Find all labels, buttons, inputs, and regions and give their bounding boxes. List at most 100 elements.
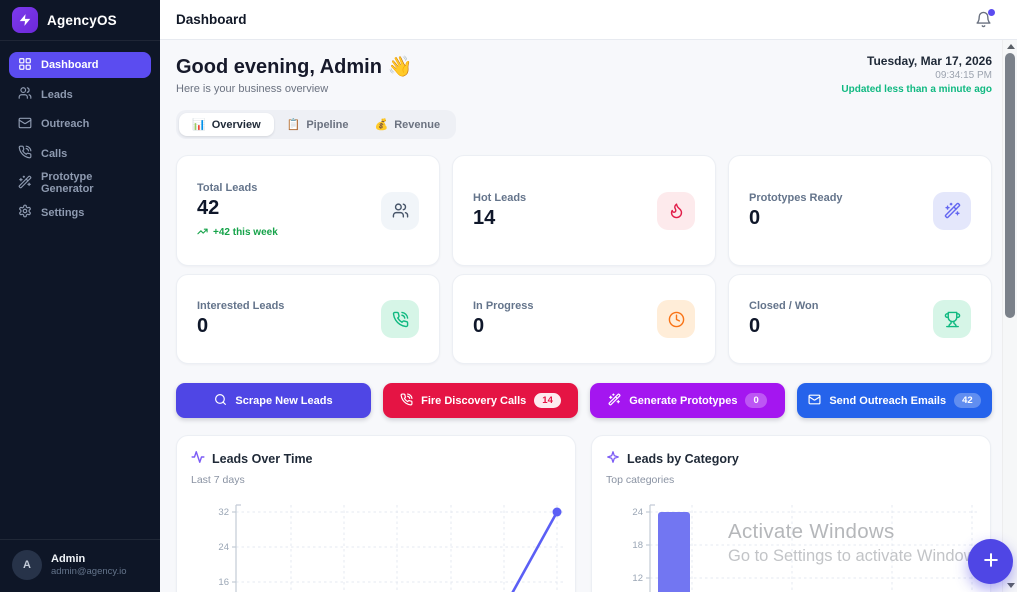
leads-over-time-card: Leads Over Time Last 7 days 32 24 16 [176, 435, 576, 592]
view-tabs: 📊 Overview 📋 Pipeline 💰 Revenue [176, 110, 457, 139]
sidebar-item-prototype-generator[interactable]: Prototype Generator [9, 170, 151, 196]
action-label: Scrape New Leads [235, 394, 333, 407]
stat-value: 0 [749, 315, 761, 337]
stat-card-total-leads: Total Leads 42 +42 this week [176, 155, 440, 266]
user-email: admin@agency.io [51, 566, 127, 577]
tab-revenue[interactable]: 💰 Revenue [362, 113, 454, 136]
sidebar-item-outreach[interactable]: Outreach [9, 111, 151, 137]
sidebar-item-dashboard[interactable]: Dashboard [9, 52, 151, 78]
stat-card-in-progress: In Progress 0 [452, 274, 716, 364]
stat-label: In Progress [473, 300, 534, 312]
leads-by-category-chart: 24 18 12 [632, 504, 978, 592]
stat-label: Hot Leads [473, 191, 527, 204]
phone-icon [18, 145, 32, 162]
action-label: Fire Discovery Calls [421, 394, 527, 407]
vertical-scrollbar[interactable] [1002, 40, 1017, 592]
flame-icon [657, 191, 695, 230]
user-name: Admin [51, 553, 86, 565]
users-icon [18, 86, 32, 103]
action-badge: 42 [954, 393, 981, 408]
stat-trend: +42 this week [197, 226, 278, 240]
tab-pipeline[interactable]: 📋 Pipeline [274, 113, 362, 136]
top-header: Dashboard [160, 0, 1017, 40]
revenue-tab-icon: 💰 [374, 119, 389, 131]
stat-value: 0 [749, 206, 761, 229]
clock-icon [657, 300, 695, 338]
scroll-up-arrow-icon[interactable] [1006, 44, 1015, 49]
leads-over-time-chart: 32 24 16 [218, 504, 563, 592]
chart-title: Leads Over Time [212, 451, 313, 466]
avatar: A [12, 550, 42, 580]
svg-text:12: 12 [632, 573, 643, 584]
stat-label: Interested Leads [197, 300, 285, 312]
action-label: Generate Prototypes [629, 394, 738, 407]
wand-icon [608, 392, 621, 409]
svg-text:24: 24 [632, 507, 643, 518]
scrollbar-thumb[interactable] [1005, 53, 1015, 318]
svg-text:16: 16 [218, 577, 229, 588]
stat-value: 42 [197, 196, 220, 219]
gear-icon [18, 204, 32, 221]
stat-card-prototypes-ready: Prototypes Ready 0 [728, 155, 992, 266]
notification-dot [988, 8, 995, 16]
sidebar-item-settings[interactable]: Settings [9, 200, 151, 226]
sidebar-item-label: Dashboard [41, 59, 99, 71]
stats-grid: Total Leads 42 +42 this week Hot Leads 14… [176, 155, 992, 364]
trend-up-icon [197, 226, 208, 240]
quick-actions: Scrape New Leads Fire Discovery Calls 14 Ge… [176, 383, 992, 418]
stat-label: Closed / Won [749, 300, 819, 312]
page-title: Dashboard [176, 12, 247, 27]
svg-text:32: 32 [218, 507, 229, 518]
bolt-icon [12, 7, 38, 33]
phone-icon [400, 392, 413, 409]
stat-value: 0 [473, 315, 485, 337]
search-icon [214, 393, 227, 409]
notifications-bell-icon[interactable] [975, 8, 995, 29]
trophy-icon [933, 300, 971, 338]
mail-icon [808, 393, 821, 409]
svg-text:24: 24 [218, 542, 229, 553]
stat-label: Prototypes Ready [749, 191, 843, 204]
scroll-down-arrow-icon[interactable] [1006, 583, 1015, 588]
user-profile[interactable]: A Admin admin@agency.io [0, 539, 160, 592]
plus-icon [981, 550, 1001, 573]
action-badge: 14 [534, 393, 561, 408]
add-fab-button[interactable] [968, 539, 1013, 584]
sidebar: AgencyOS Dashboard Leads Outreach Calls Prot… [0, 0, 160, 592]
chart-subtitle: Last 7 days [191, 474, 245, 486]
pipeline-tab-icon: 📋 [286, 119, 301, 131]
tab-label: Overview [211, 118, 261, 131]
sidebar-item-label: Leads [41, 88, 73, 101]
stat-value: 14 [473, 206, 496, 229]
action-badge: 0 [745, 393, 767, 408]
scrape-new-leads-button[interactable]: Scrape New Leads [176, 383, 371, 418]
main-content: Good evening, Admin 👋 Here is your busin… [160, 40, 1017, 592]
greeting-subtitle: Here is your business overview [176, 83, 329, 95]
sidebar-item-calls[interactable]: Calls [9, 141, 151, 167]
app-logo-row: AgencyOS [0, 0, 160, 41]
sidebar-nav: Dashboard Leads Outreach Calls Prototype Gen… [0, 41, 160, 240]
stat-value: 0 [197, 315, 209, 337]
generate-prototypes-button[interactable]: Generate Prototypes 0 [590, 383, 785, 418]
tab-overview[interactable]: 📊 Overview [179, 113, 274, 136]
fire-discovery-calls-button[interactable]: Fire Discovery Calls 14 [383, 383, 578, 418]
sparkles-icon [606, 450, 620, 467]
greeting-title: Good evening, Admin 👋 [176, 56, 413, 78]
phone-icon [381, 300, 419, 338]
current-time: 09:34:15 PM [935, 70, 992, 81]
charts-row: Leads Over Time Last 7 days 32 24 16 Leads… [176, 435, 992, 592]
stat-card-interested-leads: Interested Leads 0 [176, 274, 440, 364]
action-label: Send Outreach Emails [829, 394, 947, 407]
sidebar-item-label: Outreach [41, 118, 90, 130]
mail-icon [18, 116, 32, 133]
sidebar-item-label: Prototype Generator [41, 171, 94, 195]
sidebar-item-label: Settings [41, 206, 85, 219]
leads-by-category-card: Leads by Category Top categories 24 18 12 … [591, 435, 991, 592]
activity-icon [191, 450, 205, 467]
wand-icon [18, 175, 32, 192]
app-name: AgencyOS [47, 12, 117, 28]
chart-subtitle: Top categories [606, 474, 675, 486]
current-date: Tuesday, Mar 17, 2026 [867, 54, 992, 68]
sidebar-item-leads[interactable]: Leads [9, 82, 151, 108]
send-outreach-emails-button[interactable]: Send Outreach Emails 42 [797, 383, 992, 418]
